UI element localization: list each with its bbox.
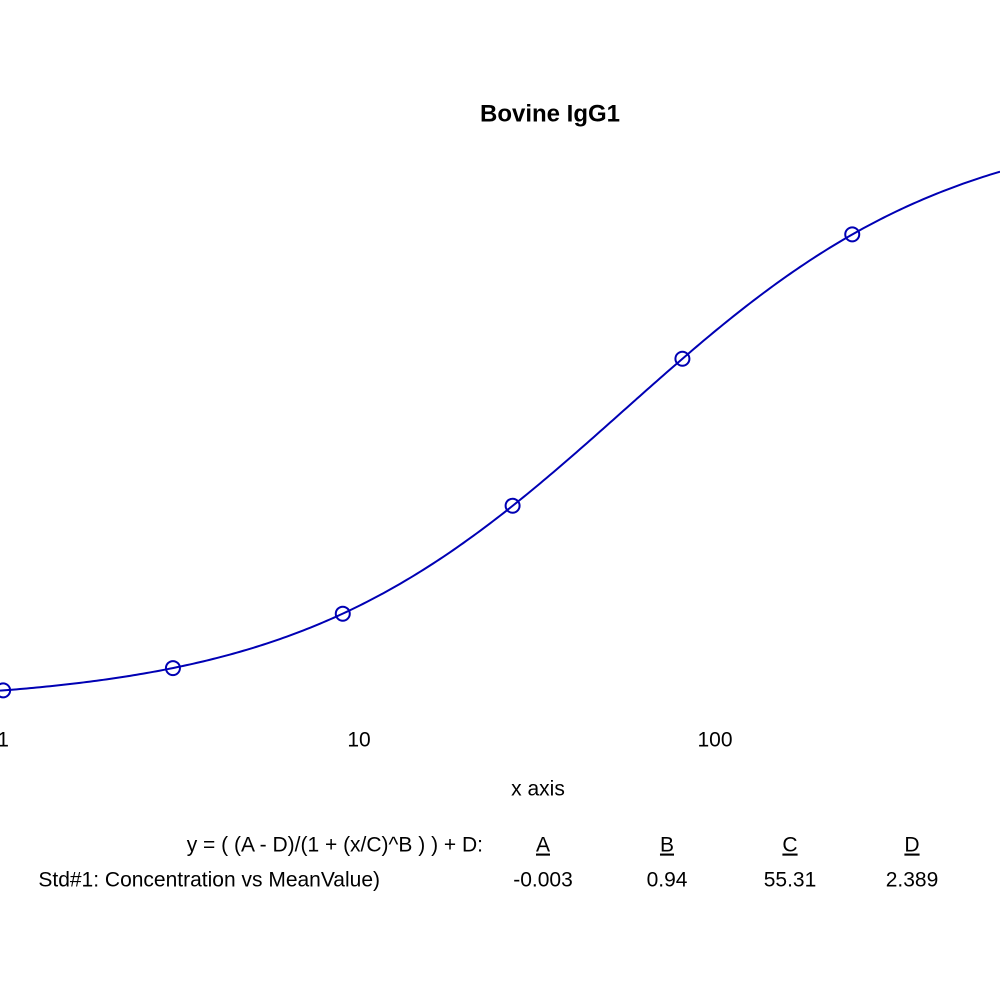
param-name: C — [782, 834, 797, 857]
x-axis-label: x axis — [511, 778, 565, 801]
param-value: 0.94 — [647, 869, 688, 892]
data-point — [674, 350, 691, 367]
param-name: A — [536, 834, 550, 857]
data-point — [844, 226, 861, 243]
x-tick-label: 100 — [697, 729, 732, 752]
fit-curve — [0, 170, 1000, 692]
x-tick-label: 1 — [0, 729, 9, 752]
param-name: B — [660, 834, 674, 857]
data-point — [0, 682, 12, 699]
data-point — [164, 660, 181, 677]
data-point — [504, 497, 521, 514]
data-point — [334, 605, 351, 622]
x-tick-label: 10 — [347, 729, 370, 752]
param-value: -0.003 — [513, 869, 573, 892]
param-value: 2.389 — [886, 869, 939, 892]
param-name: D — [904, 834, 919, 857]
param-value: 55.31 — [764, 869, 817, 892]
chart-title: Bovine IgG1 — [480, 100, 620, 127]
fit-legend: Std#1: Concentration vs MeanValue) — [38, 869, 380, 892]
fit-equation: y = ( (A - D)/(1 + (x/C)^B ) ) + D: — [187, 834, 483, 857]
